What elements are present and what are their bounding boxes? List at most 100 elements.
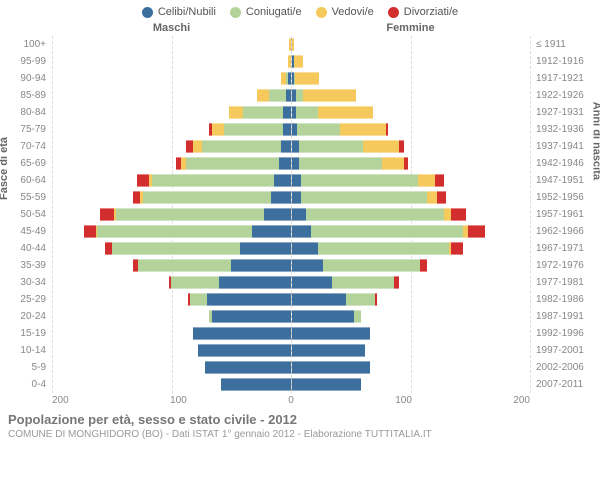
male-bar [52,174,292,187]
female-bar [292,293,531,306]
male-bar [52,276,292,289]
bar-group [52,310,530,323]
segment-c [301,191,427,204]
bar-group [52,174,530,187]
bar-group [52,276,530,289]
birth-year-label: 1942-1946 [530,158,592,169]
birth-year-label: 1987-1991 [530,311,592,322]
segment-c [311,225,464,238]
segment-c [354,310,361,323]
male-bar [52,106,292,119]
female-bar [292,157,531,170]
segment-v [294,55,304,68]
segment-d [399,140,404,153]
segment-c [116,208,264,221]
age-label: 5-9 [8,362,52,373]
bar-group [52,106,530,119]
age-row: 80-841927-1931 [8,104,592,121]
birth-year-label: 2002-2006 [530,362,592,373]
bar-group [52,157,530,170]
birth-year-label: 1997-2001 [530,345,592,356]
segment-c [224,123,284,136]
segment-s [221,378,290,391]
segment-s [283,123,290,136]
male-bar [52,344,292,357]
segment-c [332,276,394,289]
bar-group [52,293,530,306]
segment-s [292,327,371,340]
segment-s [286,89,291,102]
female-bar [292,310,531,323]
segment-s [292,259,323,272]
x-axis: 2001000100200 [8,395,592,406]
birth-year-label: 2007-2011 [530,379,592,390]
segment-c [152,174,274,187]
segment-s [292,293,347,306]
segment-d [420,259,427,272]
age-label: 0-4 [8,379,52,390]
male-bar [52,310,292,323]
segment-d [468,225,485,238]
legend-item: Celibi/Nubili [142,6,216,18]
segment-s [271,191,290,204]
segment-c [202,140,281,153]
bar-group [52,208,530,221]
male-bar [52,293,292,306]
birth-year-label: 1972-1976 [530,260,592,271]
legend-label: Coniugati/e [246,6,302,18]
age-label: 95-99 [8,56,52,67]
birth-year-label: 1917-1921 [530,73,592,84]
age-row: 60-641947-1951 [8,172,592,189]
male-bar [52,242,292,255]
bar-group [52,89,530,102]
age-row: 35-391972-1976 [8,257,592,274]
age-row: 15-191992-1996 [8,325,592,342]
segment-v [363,140,399,153]
birth-year-label: 1922-1926 [530,90,592,101]
legend-item: Divorziati/e [388,6,458,18]
age-row: 100+≤ 1911 [8,36,592,53]
segment-d [404,157,409,170]
female-bar [292,361,531,374]
segment-s [231,259,291,272]
age-label: 10-14 [8,345,52,356]
male-bar [52,123,292,136]
bar-group [52,191,530,204]
legend-item: Coniugati/e [230,6,302,18]
male-bar [52,89,292,102]
age-label: 70-74 [8,141,52,152]
age-label: 80-84 [8,107,52,118]
segment-s [193,327,291,340]
bar-group [52,225,530,238]
age-row: 30-341977-1981 [8,274,592,291]
segment-c [269,89,286,102]
segment-c [190,293,207,306]
segment-v [229,106,243,119]
segment-s [292,310,354,323]
segment-d [437,191,447,204]
segment-c [138,259,231,272]
male-bar [52,225,292,238]
age-row: 55-591952-1956 [8,189,592,206]
segment-v [444,208,451,221]
segment-c [112,242,241,255]
bar-group [52,123,530,136]
female-bar [292,89,531,102]
x-tick: 0 [288,395,294,406]
birth-year-label: 1912-1916 [530,56,592,67]
segment-c [296,89,303,102]
segment-d [451,208,465,221]
header-male: Maschi [52,22,291,34]
bar-group [52,242,530,255]
birth-year-label: 1977-1981 [530,277,592,288]
female-bar [292,140,531,153]
age-row: 25-291982-1986 [8,291,592,308]
legend-swatch [230,7,241,18]
bar-group [52,378,530,391]
segment-s [281,140,291,153]
chart-subtitle: COMUNE DI MONGHIDORO (BO) - Dati ISTAT 1… [8,429,592,440]
age-row: 90-941917-1921 [8,70,592,87]
segment-s [279,157,291,170]
segment-d [386,123,388,136]
female-bar [292,208,531,221]
